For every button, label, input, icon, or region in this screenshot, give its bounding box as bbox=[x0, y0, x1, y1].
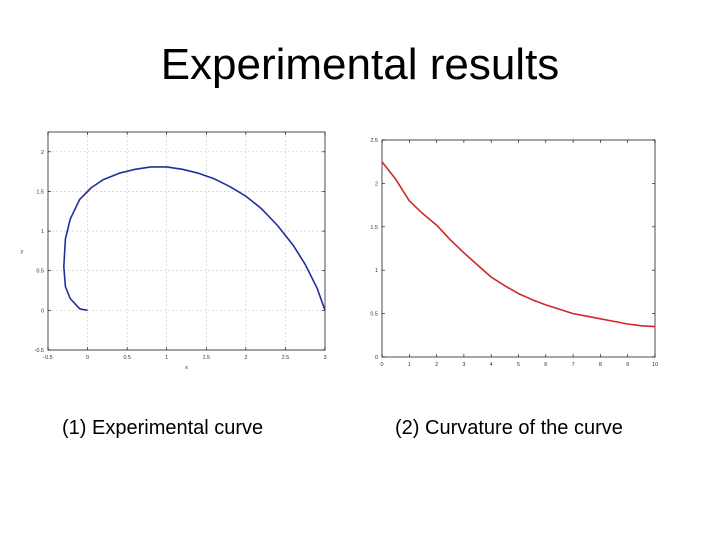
y-tick-label: 1.5 bbox=[370, 225, 378, 231]
y-tick-label: 2 bbox=[41, 150, 44, 156]
x-tick-label: 6 bbox=[544, 362, 547, 368]
caption-experimental-curve: (1) Experimental curve bbox=[62, 417, 264, 439]
x-tick-label: 0 bbox=[86, 355, 89, 361]
x-tick-label: 0.5 bbox=[123, 355, 131, 361]
x-tick-label: 2 bbox=[244, 355, 247, 361]
y-axis-label: y bbox=[21, 249, 24, 255]
axes-box bbox=[47, 131, 326, 351]
y-tick-label: 0 bbox=[41, 308, 44, 314]
x-tick-label: 2.5 bbox=[282, 355, 290, 361]
y-tick-label: 0 bbox=[375, 355, 378, 361]
x-tick-label: 3 bbox=[462, 362, 465, 368]
slide-title: Experimental results bbox=[160, 40, 560, 89]
x-tick-label: 1.5 bbox=[202, 355, 210, 361]
caption-curvature: (2) Curvature of the curve bbox=[395, 417, 623, 439]
y-tick-label: 0.5 bbox=[36, 269, 44, 275]
x-axis-label: x bbox=[185, 365, 188, 371]
series-line bbox=[62, 166, 326, 312]
x-tick-label: -0.5 bbox=[43, 355, 52, 361]
y-tick-label: 1 bbox=[41, 229, 44, 235]
y-tick-label: 1 bbox=[375, 268, 378, 274]
y-tick-label: 2 bbox=[375, 181, 378, 187]
x-tick-label: 2 bbox=[435, 362, 438, 368]
axes-box bbox=[381, 139, 656, 358]
x-tick-label: 8 bbox=[599, 362, 602, 368]
y-tick-label: 1.5 bbox=[36, 189, 44, 195]
y-tick-label: 0.5 bbox=[370, 312, 378, 318]
y-tick-label: -0.5 bbox=[35, 348, 44, 354]
x-tick-label: 3 bbox=[323, 355, 326, 361]
x-tick-label: 0 bbox=[380, 362, 383, 368]
x-tick-label: 1 bbox=[408, 362, 411, 368]
x-tick-label: 4 bbox=[490, 362, 493, 368]
series-line bbox=[381, 161, 656, 328]
chart-experimental-curve: -0.5 0 0.5 1 1.5 2 2.5 3 -0.5 0 0.5 1 1.5 2 x y bbox=[21, 131, 327, 371]
x-tick-label: 10 bbox=[652, 362, 658, 368]
y-tick-label: 2.5 bbox=[370, 138, 378, 144]
x-tick-label: 1 bbox=[165, 355, 168, 361]
x-tick-label: 9 bbox=[626, 362, 629, 368]
x-tick-label: 5 bbox=[517, 362, 520, 368]
chart-curvature: 0 1 2 3 4 5 6 7 8 9 10 0 0.5 1 1.5 2 2.5 bbox=[370, 138, 658, 368]
x-tick-label: 7 bbox=[572, 362, 575, 368]
